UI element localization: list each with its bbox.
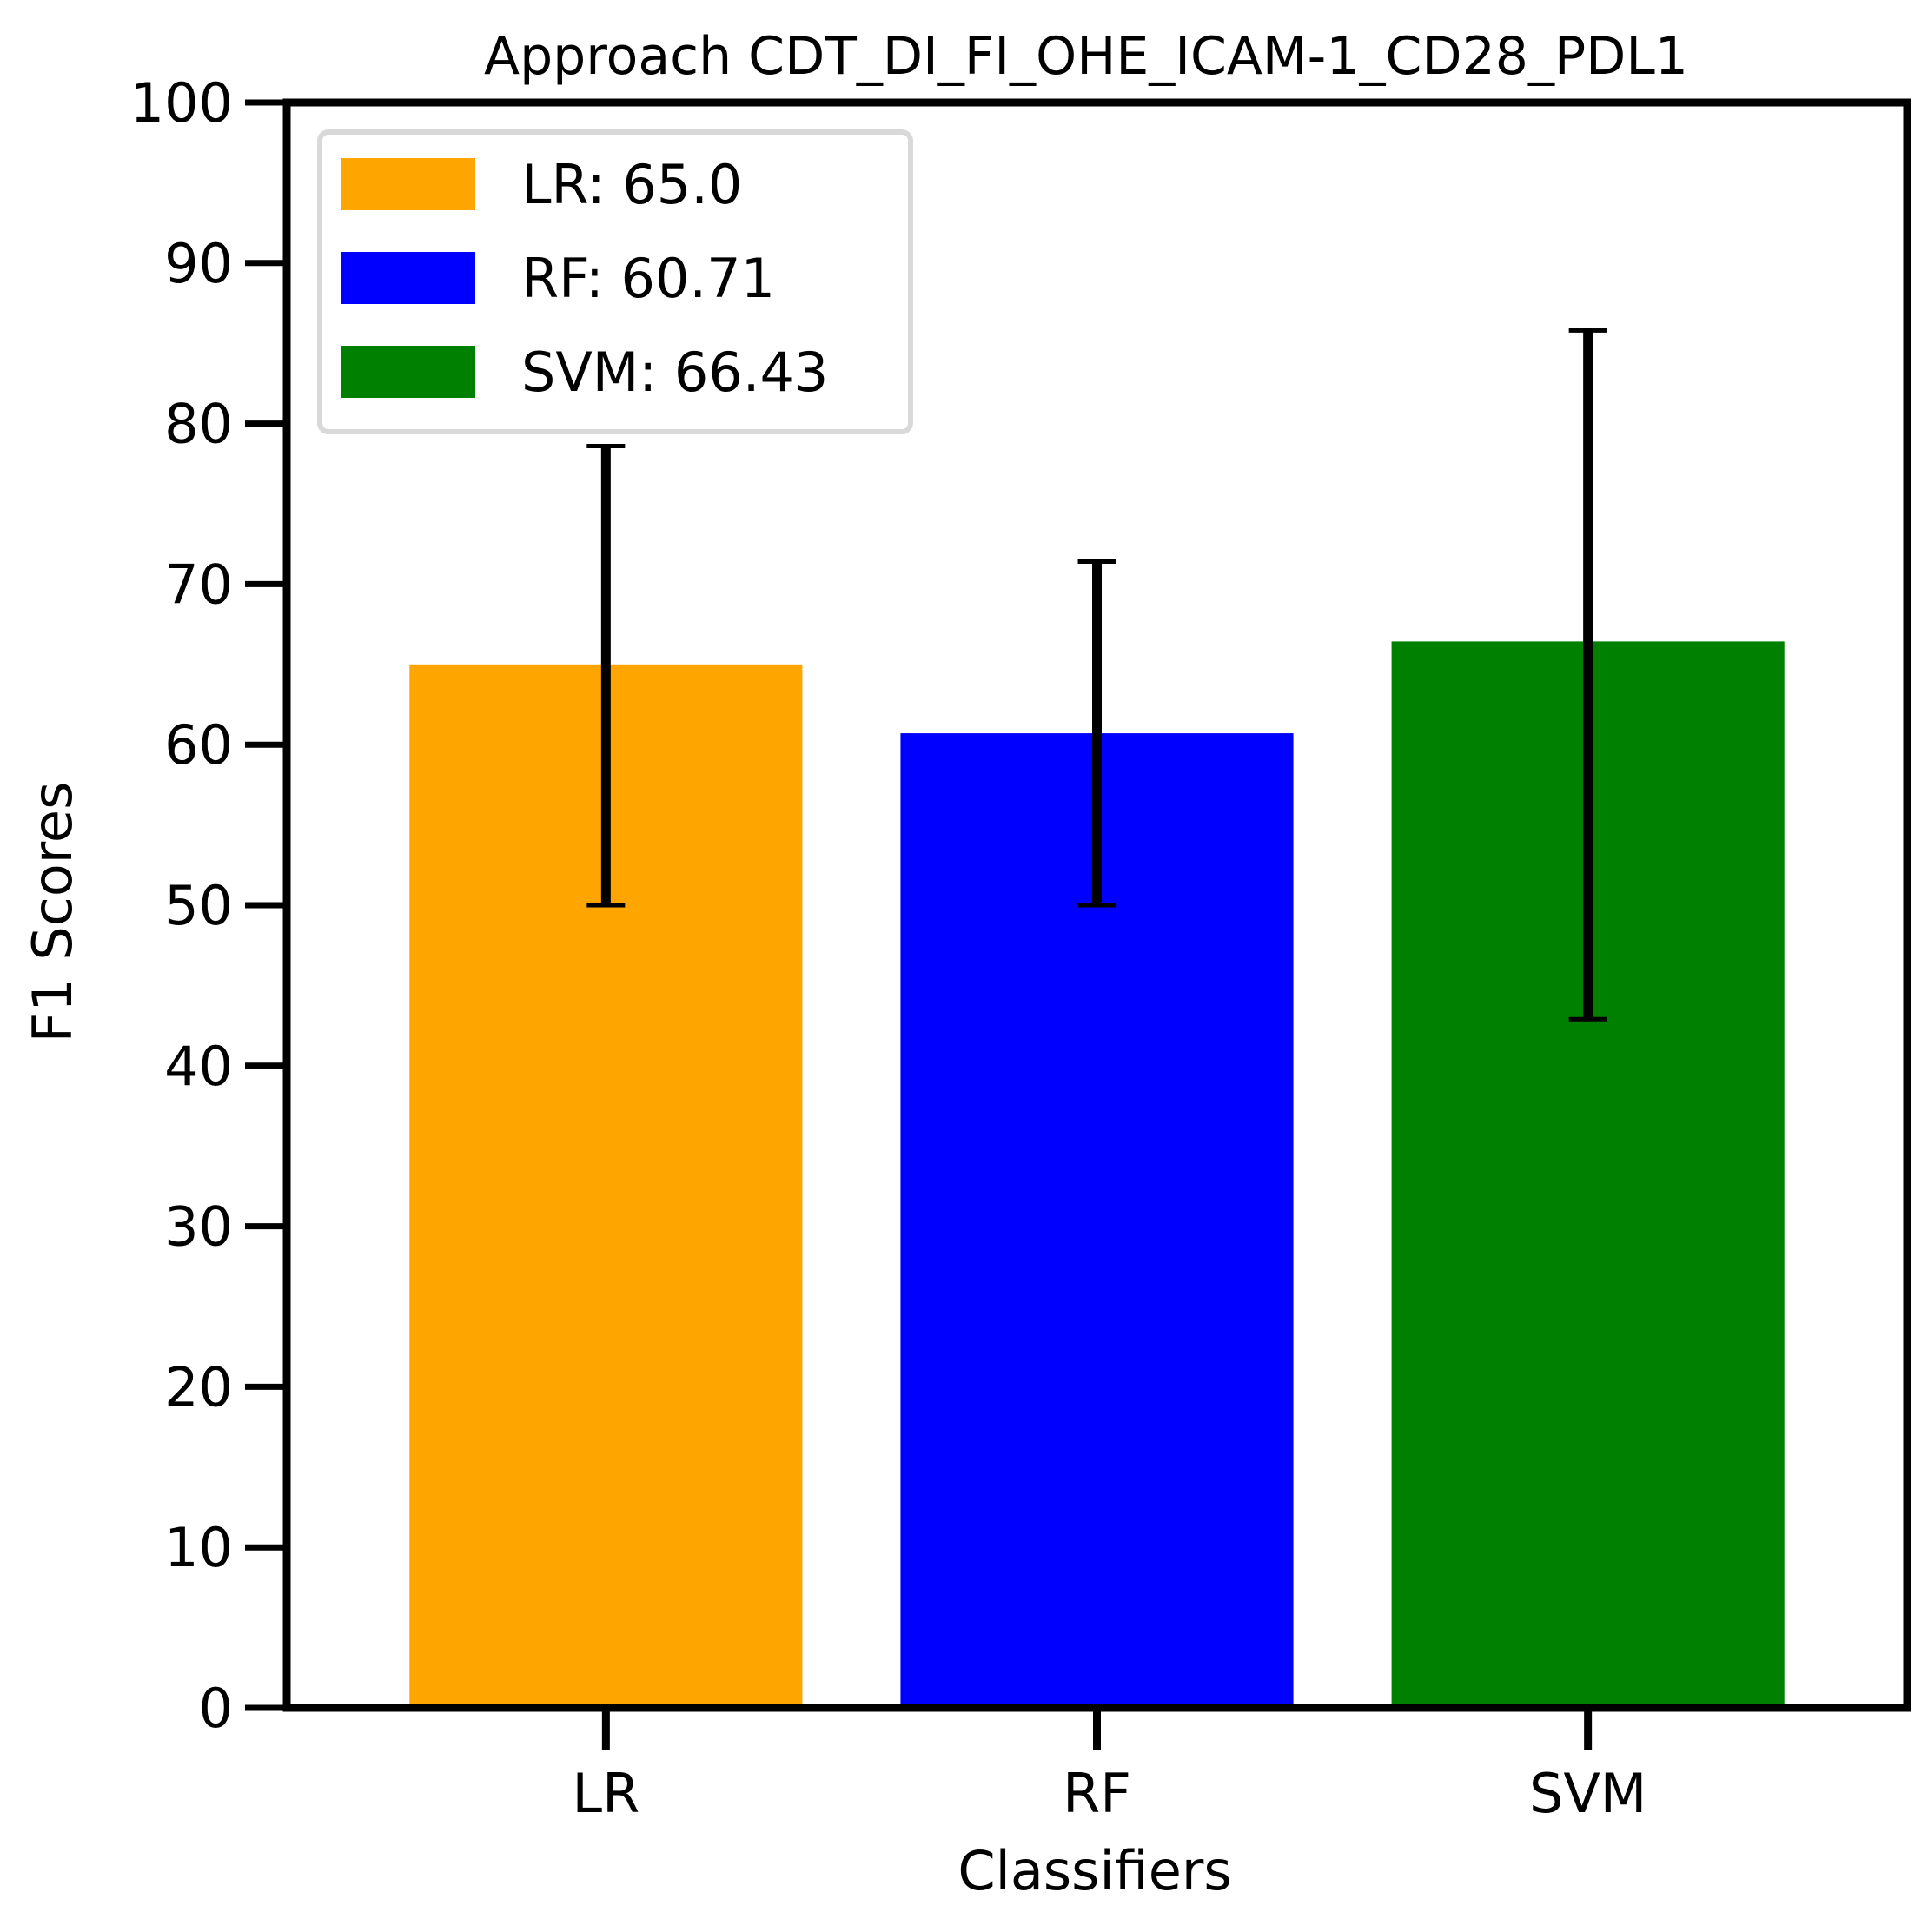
y-tick-label-20: 20: [164, 1355, 233, 1419]
legend-label-lr: LR: 65.0: [521, 153, 742, 216]
chart-title: Approach CDT_DI_FI_OHE_ICAM-1_CD28_PDL1: [484, 26, 1688, 87]
x-tick-label-rf: RF: [1063, 1762, 1131, 1825]
y-tick-label-40: 40: [164, 1035, 233, 1098]
legend-layer: LR: 65.0 RF: 60.71 SVM: 66.43: [317, 129, 913, 434]
y-tick-label-10: 10: [164, 1516, 233, 1579]
y-tick-label-60: 60: [164, 713, 233, 777]
legend-label-svm: SVM: 66.43: [521, 341, 828, 404]
y-tick-label-50: 50: [164, 874, 233, 937]
legend-swatch-svm: [341, 346, 475, 398]
legend-swatch-rf: [341, 252, 475, 304]
errorbars-layer: [586, 328, 1607, 1022]
x-tick-label-lr: LR: [573, 1762, 640, 1825]
y-tick-label-0: 0: [199, 1677, 233, 1740]
x-axis-label: Classifiers: [957, 1839, 1231, 1902]
legend-label-rf: RF: 60.71: [521, 247, 775, 310]
plot-frame: [282, 98, 1911, 1712]
y-tick-label-90: 90: [164, 232, 233, 295]
y-tick-label-70: 70: [164, 552, 233, 616]
errorbar-rf: [1077, 559, 1116, 908]
x-tick-label-svm: SVM: [1529, 1762, 1646, 1825]
y-tick-label-80: 80: [164, 393, 233, 456]
errorbar-svm: [1568, 328, 1607, 1022]
legend-swatch-lr: [341, 158, 475, 210]
axes-layer: LR RF SVM 0 10 20 30 40 50 60 70 80 90 100: [130, 71, 1911, 1825]
errorbar-lr: [586, 443, 626, 908]
y-axis-label: F1 Scores: [21, 782, 84, 1043]
y-tick-label-30: 30: [164, 1195, 233, 1259]
y-tick-label-100: 100: [130, 71, 233, 135]
